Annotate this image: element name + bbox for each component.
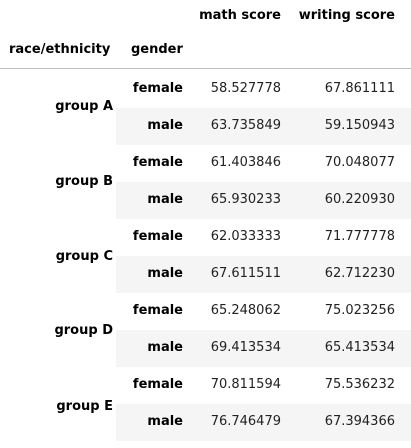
writing-score-cell: 75.536232 bbox=[325, 377, 395, 393]
writing-score-cell: 71.777778 bbox=[325, 229, 395, 245]
gender-cell: male bbox=[147, 414, 183, 430]
table-row: male 69.413534 65.413534 bbox=[116, 330, 411, 367]
table-row: male 63.735849 59.150943 bbox=[116, 108, 411, 145]
gender-cell: male bbox=[147, 340, 183, 356]
math-score-cell: 65.248062 bbox=[211, 303, 281, 319]
table-row: male 76.746479 67.394366 bbox=[116, 404, 411, 441]
group-label-a: group A bbox=[0, 99, 113, 115]
table-row: female 70.811594 75.536232 bbox=[116, 367, 411, 404]
index-header-race-ethnicity: race/ethnicity bbox=[9, 42, 110, 58]
gender-cell: male bbox=[147, 266, 183, 282]
table-row: female 61.403846 70.048077 bbox=[116, 145, 411, 182]
group-label-c: group C bbox=[0, 249, 113, 265]
writing-score-cell: 75.023256 bbox=[325, 303, 395, 319]
header-divider bbox=[0, 68, 411, 69]
writing-score-cell: 60.220930 bbox=[325, 192, 395, 208]
writing-score-cell: 65.413534 bbox=[325, 340, 395, 356]
math-score-cell: 67.611511 bbox=[211, 266, 281, 282]
group-label-b: group B bbox=[0, 174, 113, 190]
gender-cell: female bbox=[133, 155, 183, 171]
gender-cell: male bbox=[147, 118, 183, 134]
writing-score-cell: 70.048077 bbox=[325, 155, 395, 171]
index-header-gender: gender bbox=[131, 42, 183, 58]
column-header-math-score: math score bbox=[199, 8, 281, 24]
math-score-cell: 62.033333 bbox=[211, 229, 281, 245]
table-row: female 65.248062 75.023256 bbox=[116, 293, 411, 330]
math-score-cell: 58.527778 bbox=[211, 81, 281, 97]
column-header-writing-score: writing score bbox=[299, 8, 395, 24]
gender-cell: male bbox=[147, 192, 183, 208]
group-label-d: group D bbox=[0, 323, 113, 339]
table-row: male 65.930233 60.220930 bbox=[116, 182, 411, 219]
writing-score-cell: 59.150943 bbox=[325, 118, 395, 134]
gender-cell: female bbox=[133, 303, 183, 319]
group-label-e: group E bbox=[0, 399, 113, 415]
math-score-cell: 65.930233 bbox=[211, 192, 281, 208]
math-score-cell: 70.811594 bbox=[211, 377, 281, 393]
writing-score-cell: 67.861111 bbox=[325, 81, 395, 97]
math-score-cell: 61.403846 bbox=[211, 155, 281, 171]
writing-score-cell: 62.712230 bbox=[325, 266, 395, 282]
gender-cell: female bbox=[133, 229, 183, 245]
table-row: female 58.527778 67.861111 bbox=[116, 71, 411, 108]
math-score-cell: 69.413534 bbox=[211, 340, 281, 356]
math-score-cell: 76.746479 bbox=[211, 414, 281, 430]
gender-cell: female bbox=[133, 377, 183, 393]
table-row: female 62.033333 71.777778 bbox=[116, 219, 411, 256]
table-row: male 67.611511 62.712230 bbox=[116, 256, 411, 293]
gender-cell: female bbox=[133, 81, 183, 97]
math-score-cell: 63.735849 bbox=[211, 118, 281, 134]
writing-score-cell: 67.394366 bbox=[325, 414, 395, 430]
